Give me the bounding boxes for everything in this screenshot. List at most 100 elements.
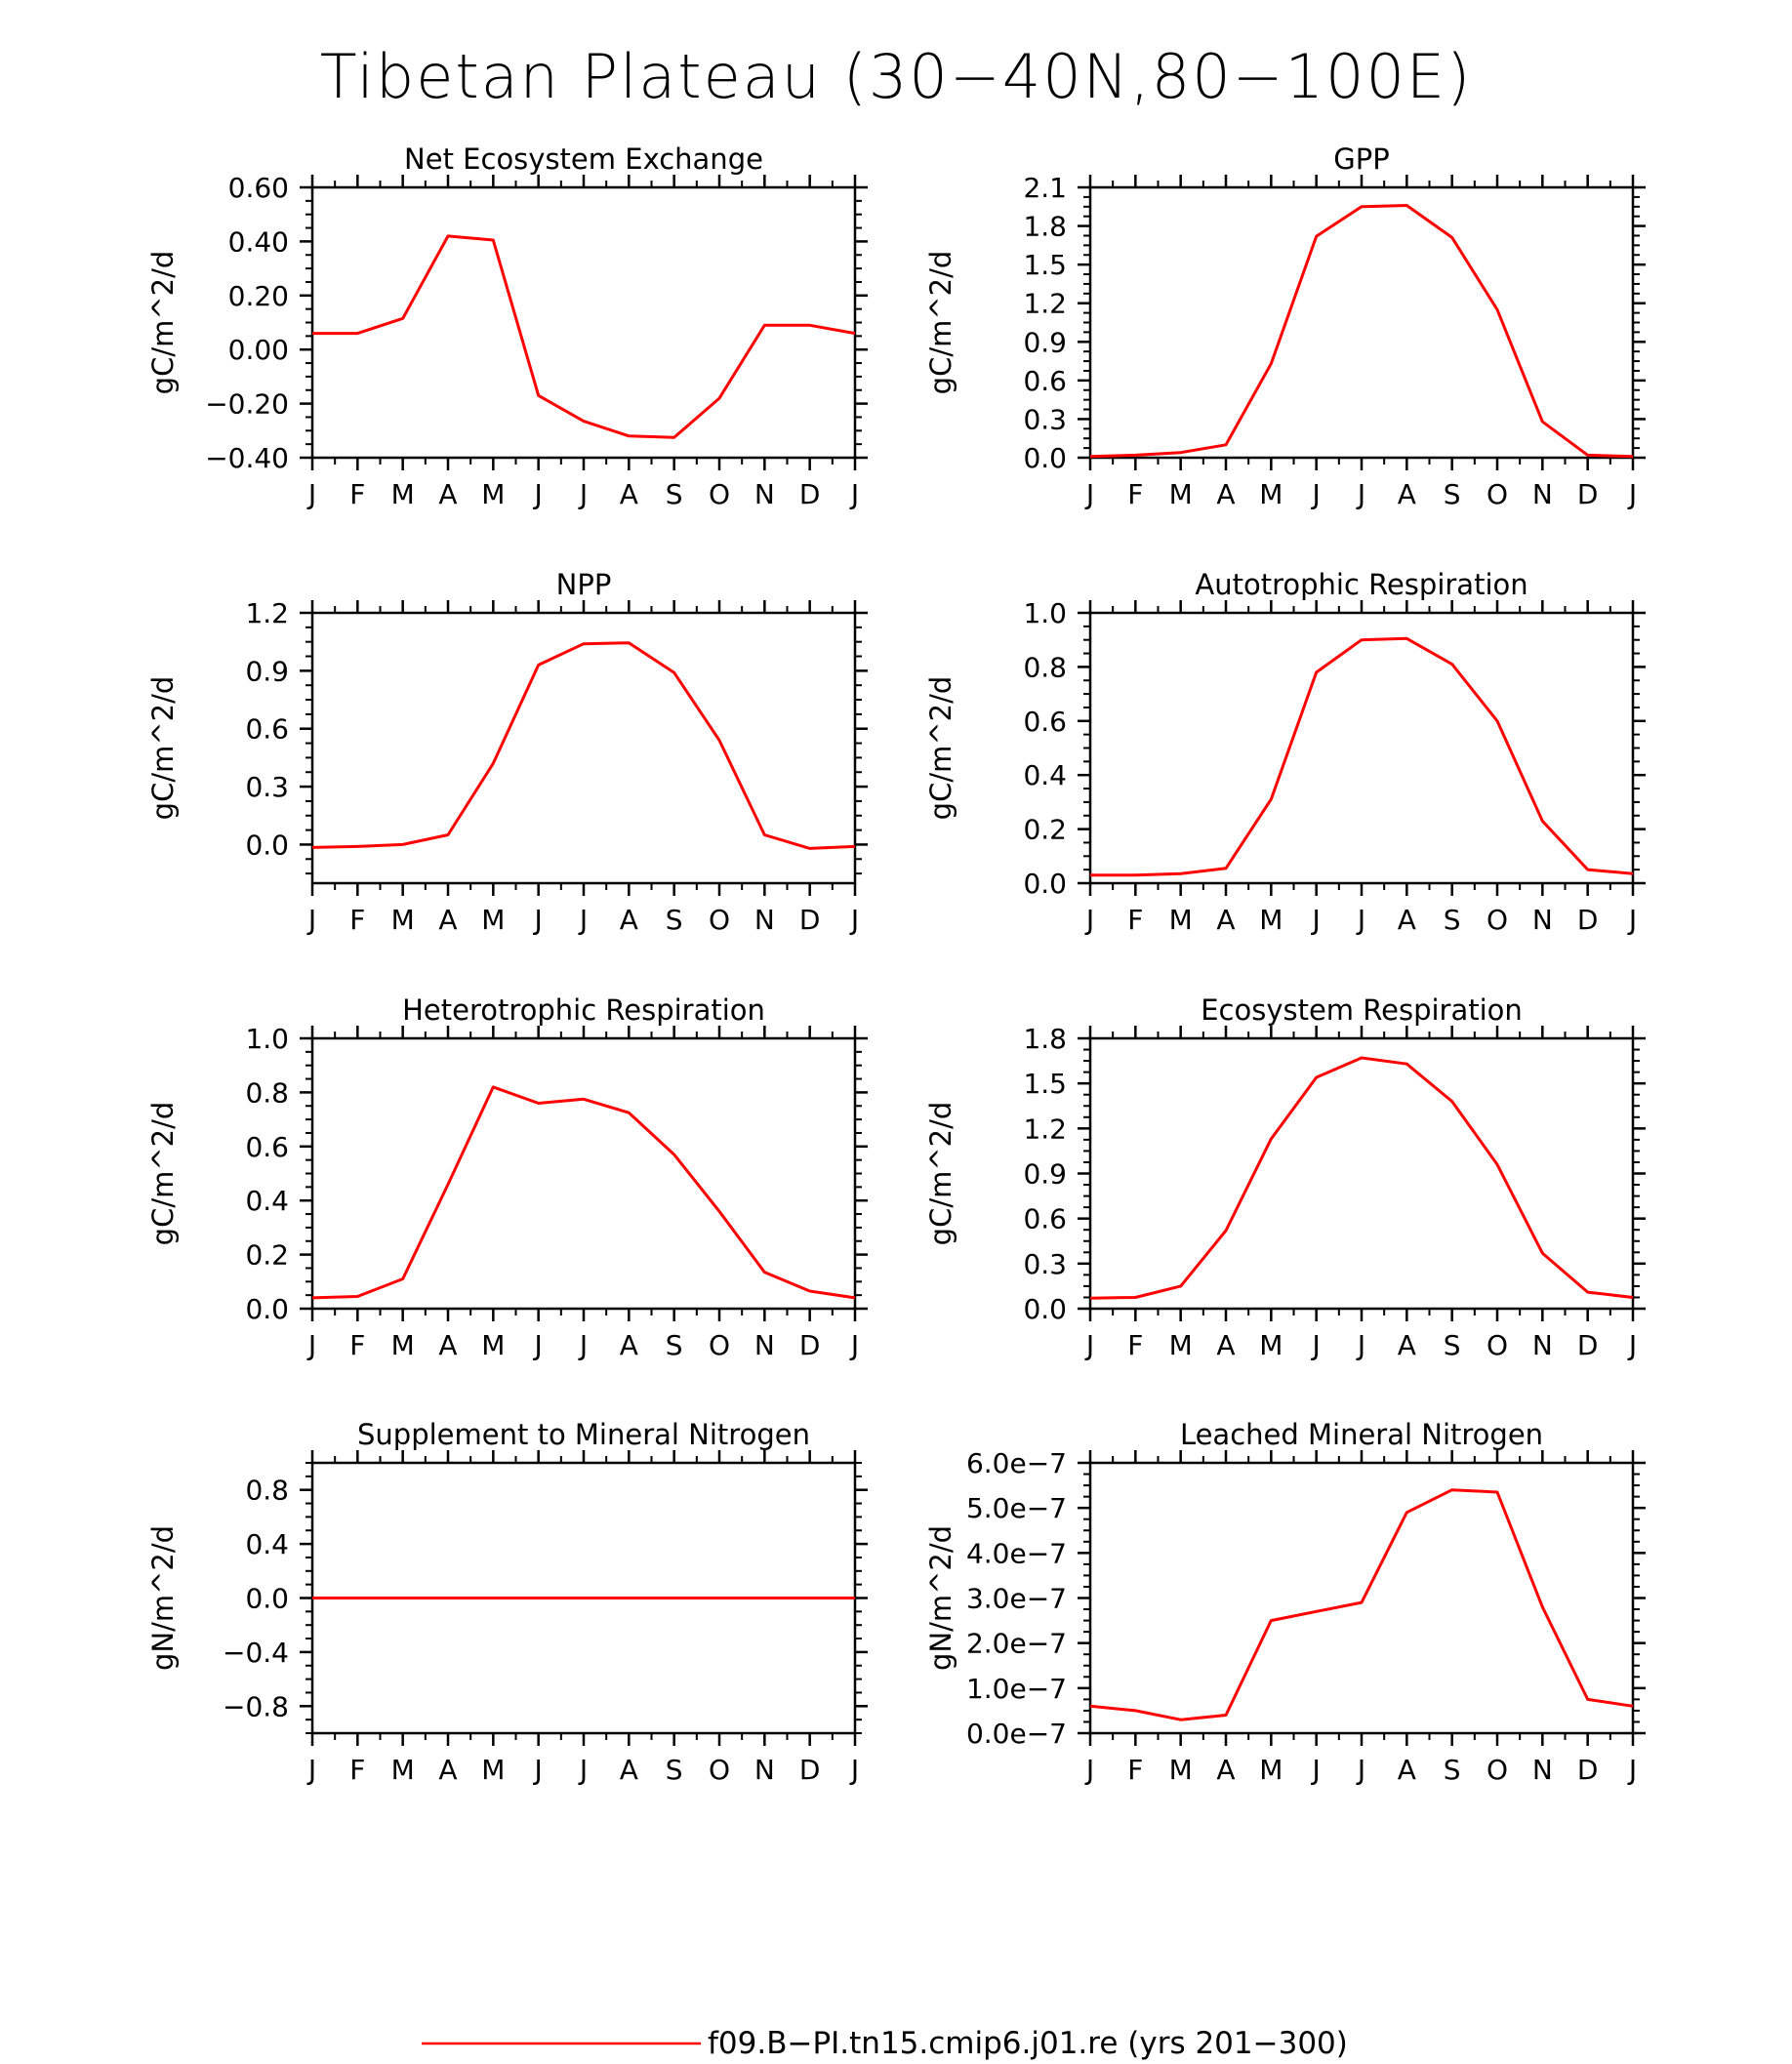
chart-leached-mineral-nitrogen-title: Leached Mineral Nitrogen (1180, 1418, 1543, 1451)
chart-gpp-title: GPP (1333, 142, 1389, 176)
chart-ecosystem-respiration-ytick-label: 1.8 (1023, 1023, 1067, 1055)
chart-heterotrophic-respiration-xtick-label: D (799, 1329, 821, 1361)
chart-leached-mineral-nitrogen-xtick-label: O (1487, 1754, 1508, 1786)
chart-net-ecosystem-exchange-series-line (312, 234, 856, 439)
chart-gpp-xtick-label: J (1356, 478, 1365, 510)
chart-supplement-to-mineral-nitrogen: Supplement to Mineral Nitrogen gN/m^2/d J F… (146, 1418, 868, 1786)
chart-heterotrophic-respiration-xtick-label: N (754, 1329, 775, 1361)
chart-leached-mineral-nitrogen-xtick-label: D (1577, 1754, 1599, 1786)
chart-npp-xtick-label: J (533, 904, 543, 936)
chart-gpp-xtick-label: O (1487, 478, 1508, 510)
chart-gpp-xtick-label: N (1532, 478, 1553, 510)
chart-supplement-to-mineral-nitrogen-ytick-label: −0.8 (223, 1690, 289, 1722)
chart-net-ecosystem-exchange-xtick-label: J (533, 478, 543, 510)
chart-npp-xtick-label: J (578, 904, 588, 936)
chart-gpp-series-line (1089, 204, 1634, 459)
chart-gpp-ytick-label: 2.1 (1023, 172, 1067, 204)
chart-ecosystem-respiration-xtick-label: J (1084, 1329, 1094, 1361)
chart-net-ecosystem-exchange-xtick-label: F (349, 478, 365, 510)
chart-gpp-xtick-label: J (1084, 478, 1094, 510)
chart-heterotrophic-respiration-xtick-label: O (709, 1329, 730, 1361)
chart-net-ecosystem-exchange-ytick-label: 0.40 (228, 225, 289, 258)
chart-leached-mineral-nitrogen-xtick-label: A (1398, 1754, 1416, 1786)
chart-autotrophic-respiration-xtick-label: M (1259, 904, 1283, 936)
chart-autotrophic-respiration-ytick-label: 1.0 (1023, 597, 1067, 629)
chart-autotrophic-respiration-xtick-label: J (1356, 904, 1365, 936)
chart-heterotrophic-respiration-xtick-label: J (306, 1329, 316, 1361)
chart-net-ecosystem-exchange-ylabel: gC/m^2/d (146, 251, 180, 395)
chart-npp-xtick-label: F (349, 904, 365, 936)
chart-leached-mineral-nitrogen-ylabel: gN/m^2/d (924, 1525, 957, 1671)
chart-npp-xtick-label: A (438, 904, 457, 936)
chart-npp-xtick-label: J (849, 904, 859, 936)
chart-npp-ytick-label: 0.3 (245, 771, 289, 803)
chart-autotrophic-respiration-title: Autotrophic Respiration (1195, 568, 1527, 601)
chart-autotrophic-respiration-xtick-label: N (1532, 904, 1553, 936)
chart-gpp-xtick-label: J (1311, 478, 1321, 510)
chart-npp-series-line (311, 641, 856, 850)
chart-leached-mineral-nitrogen-ytick-label: 1.0e−7 (966, 1673, 1067, 1705)
chart-autotrophic-respiration-ytick-label: 0.8 (1023, 651, 1067, 683)
chart-npp-xtick-label: N (754, 904, 775, 936)
chart-autotrophic-respiration-frame (1088, 611, 1635, 885)
chart-leached-mineral-nitrogen-xtick-label: J (1627, 1754, 1637, 1786)
chart-supplement-to-mineral-nitrogen-xtick-label: J (578, 1754, 588, 1786)
chart-autotrophic-respiration-xtick-label: A (1216, 904, 1235, 936)
chart-npp-xtick-label: J (306, 904, 316, 936)
chart-ecosystem-respiration-series-line (1089, 1056, 1634, 1300)
chart-autotrophic-respiration-ytick-label: 0.2 (1023, 814, 1067, 846)
chart-heterotrophic-respiration-xtick-label: S (666, 1329, 683, 1361)
chart-leached-mineral-nitrogen-frame (1088, 1461, 1635, 1735)
chart-npp-xtick-label: D (799, 904, 821, 936)
chart-gpp-ytick-label: 0.6 (1023, 365, 1067, 397)
chart-leached-mineral-nitrogen-series-line (1089, 1488, 1634, 1721)
chart-ecosystem-respiration-ylabel: gC/m^2/d (924, 1102, 957, 1246)
chart-gpp-xtick-label: F (1127, 478, 1143, 510)
chart-autotrophic-respiration-xtick-label: M (1169, 904, 1193, 936)
chart-supplement-to-mineral-nitrogen-xtick-label: O (709, 1754, 730, 1786)
chart-heterotrophic-respiration-ytick-label: 0.4 (245, 1185, 289, 1217)
chart-gpp-ylabel: gC/m^2/d (924, 251, 957, 395)
chart-supplement-to-mineral-nitrogen-title: Supplement to Mineral Nitrogen (357, 1418, 810, 1451)
chart-heterotrophic-respiration-title: Heterotrophic Respiration (402, 993, 765, 1027)
chart-gpp-xtick-label: A (1216, 478, 1235, 510)
chart-heterotrophic-respiration-xtick-label: J (849, 1329, 859, 1361)
chart-supplement-to-mineral-nitrogen-xtick-label: J (849, 1754, 859, 1786)
chart-supplement-to-mineral-nitrogen-ytick-label: −0.4 (223, 1637, 289, 1669)
chart-leached-mineral-nitrogen-xtick-label: J (1311, 1754, 1321, 1786)
chart-supplement-to-mineral-nitrogen-ylabel: gN/m^2/d (146, 1525, 180, 1671)
chart-autotrophic-respiration-series-line (1090, 636, 1634, 877)
chart-supplement-to-mineral-nitrogen-xtick-label: D (799, 1754, 821, 1786)
chart-npp-xtick-label: M (481, 904, 505, 936)
chart-npp-xtick-label: S (666, 904, 683, 936)
chart-leached-mineral-nitrogen-ytick-label: 2.0e−7 (966, 1628, 1067, 1660)
chart-autotrophic-respiration-ytick-label: 0.0 (1023, 868, 1067, 900)
legend: f09.B−PI.tn15.cmip6.j01.re (yrs 201−300) (422, 2026, 1348, 2061)
chart-gpp-ytick-label: 0.0 (1023, 442, 1067, 474)
chart-leached-mineral-nitrogen-xtick-label: J (1356, 1754, 1365, 1786)
chart-ecosystem-respiration-xtick-label: D (1577, 1329, 1599, 1361)
chart-gpp-ytick-label: 0.3 (1023, 403, 1067, 435)
chart-ecosystem-respiration-xtick-label: F (1127, 1329, 1143, 1361)
chart-gpp-xtick-label: S (1444, 478, 1461, 510)
chart-leached-mineral-nitrogen-xtick-label: M (1169, 1754, 1193, 1786)
chart-leached-mineral-nitrogen-ytick-label: 3.0e−7 (966, 1583, 1067, 1615)
chart-autotrophic-respiration-xtick-label: F (1127, 904, 1143, 936)
chart-heterotrophic-respiration-ytick-label: 0.0 (245, 1293, 289, 1325)
chart-npp-ytick-label: 0.0 (245, 829, 289, 861)
chart-autotrophic-respiration-ylabel: gC/m^2/d (924, 676, 957, 821)
chart-gpp-xtick-label: D (1577, 478, 1599, 510)
chart-npp-ytick-label: 0.6 (245, 713, 289, 746)
chart-ecosystem-respiration-ytick-label: 0.6 (1023, 1203, 1067, 1235)
chart-ecosystem-respiration-xtick-label: J (1356, 1329, 1365, 1361)
chart-gpp-xtick-label: M (1169, 478, 1193, 510)
chart-ecosystem-respiration-xtick-label: S (1444, 1329, 1461, 1361)
chart-ecosystem-respiration-title: Ecosystem Respiration (1201, 993, 1523, 1027)
chart-ecosystem-respiration-xtick-label: A (1216, 1329, 1235, 1361)
chart-net-ecosystem-exchange-xtick-label: J (578, 478, 588, 510)
